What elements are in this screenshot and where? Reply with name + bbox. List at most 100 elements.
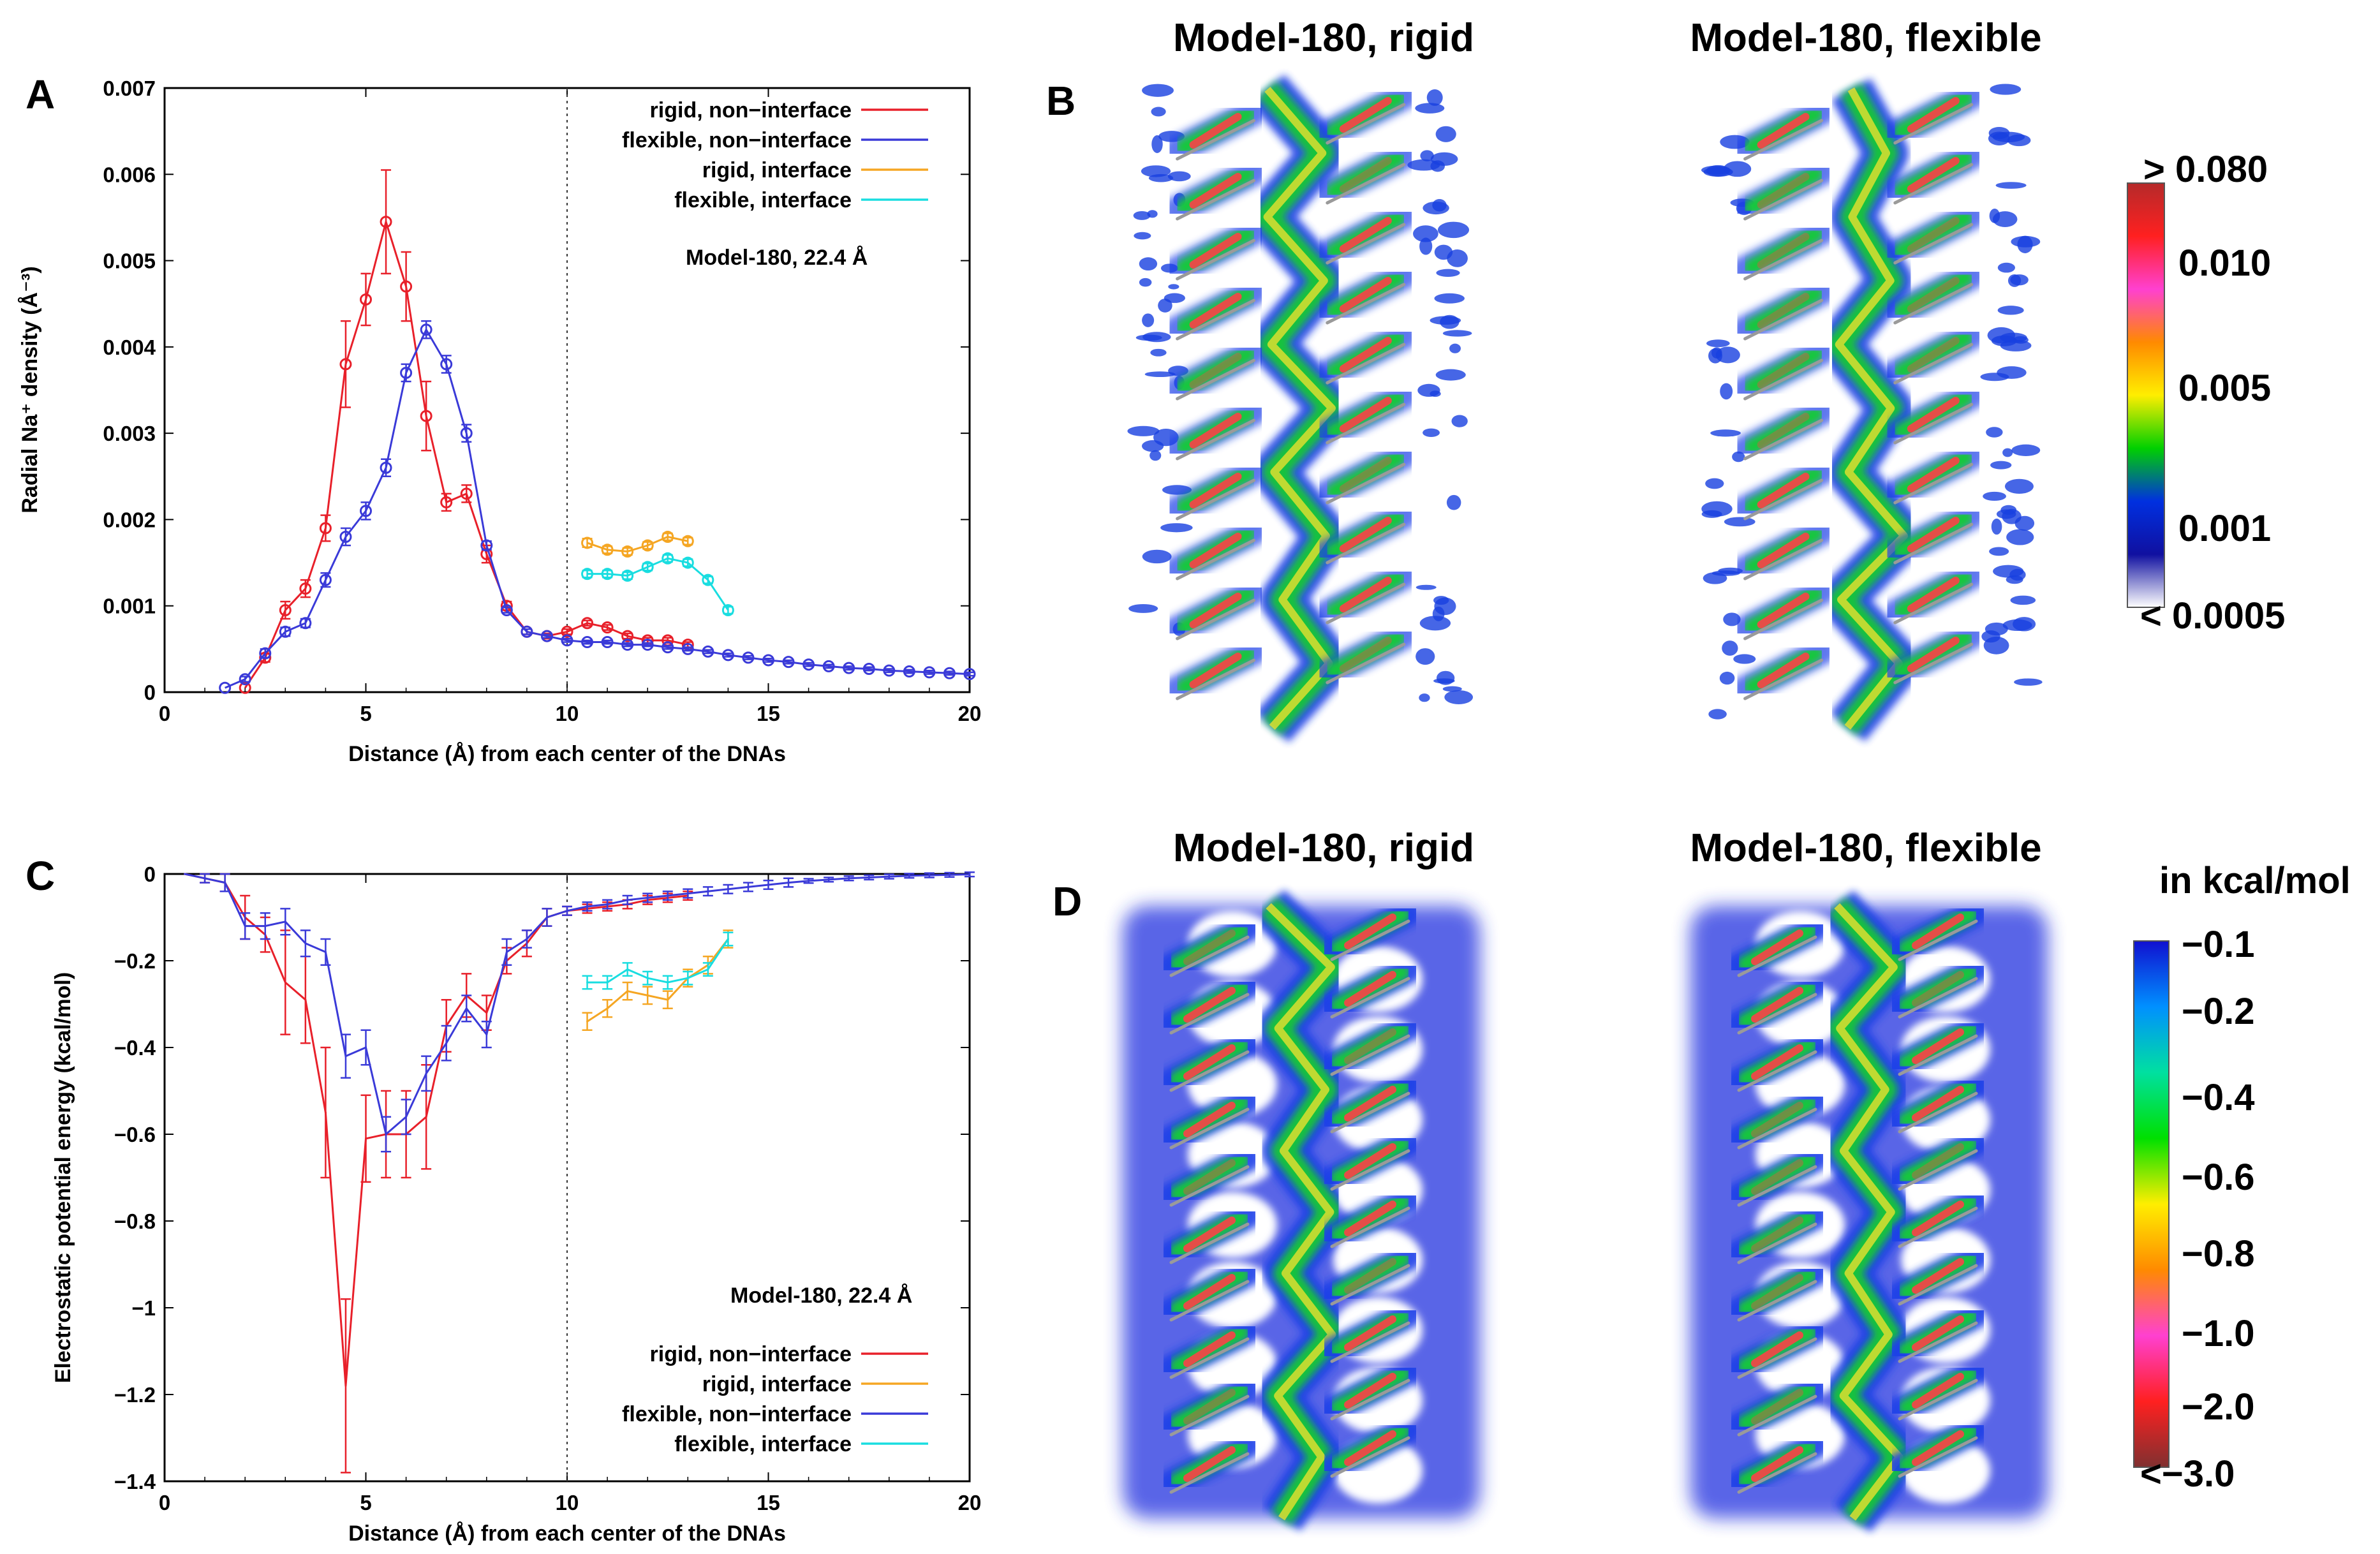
map-fringe	[1434, 244, 1453, 260]
map-dna-rod	[1326, 463, 1406, 505]
map-rod-hotspot	[1339, 337, 1392, 373]
chart-a-point-rigid-interface	[621, 545, 634, 558]
map-rod-hotspot	[1183, 1389, 1236, 1425]
map-fringe	[1149, 450, 1162, 461]
colorbar-d-unit: in kcal/mol	[2159, 860, 2351, 901]
map-rod-hotspot	[1339, 457, 1392, 492]
map-dna-rod	[1743, 239, 1824, 281]
map-dna-rod	[1737, 935, 1817, 977]
map-dna-rod	[1893, 403, 1974, 445]
map-rod-hotspot	[1907, 277, 1960, 313]
map-fringe	[1127, 426, 1160, 436]
chart-a-point-rigid-non-interface	[400, 280, 413, 293]
map-dna-rod	[1326, 522, 1406, 565]
chart-a-point-flexible-non-interface	[903, 665, 915, 678]
map-rod-hotspot	[1751, 1331, 1803, 1367]
colorbar-b-label-2: 0.005	[2178, 367, 2271, 409]
chart-a-annotation: Model-180, 22.4 Å	[686, 246, 868, 270]
map-dna-rod	[1169, 1452, 1250, 1494]
chart-c-point-flexible-non-interface	[646, 896, 649, 899]
map-fringe	[1708, 709, 1727, 720]
map-rod-hotspot	[1189, 653, 1242, 688]
chart-a-ylabel: Radial Na⁺ density (Å⁻³)	[18, 266, 42, 513]
map-rod-hotspot	[1907, 517, 1960, 552]
chart-a-y-tick-label: 0.006	[103, 163, 156, 186]
map-rod-hotspot	[1907, 157, 1960, 193]
map-rod-hotspot	[1912, 1143, 1964, 1179]
colorbar-b-label-0: > 0.080	[2143, 149, 2268, 190]
map-dna-rod	[1330, 1436, 1410, 1478]
chart-a-radial-density: 0 5 10 15 20 0 0.001 0.002 0.003 0.004 0.005 0.006…	[18, 77, 981, 766]
map-spine-core	[1834, 903, 1903, 1521]
chart-c-point-flexible-non-interface	[908, 875, 910, 877]
map-rod-hotspot	[1912, 1086, 1964, 1121]
map-rod-hotspot	[1907, 577, 1960, 612]
map-rod-mid	[1737, 1267, 1817, 1317]
chart-c-point-rigid-interface	[606, 1007, 609, 1010]
map-fringe	[1417, 383, 1440, 397]
chart-a-line-flexible-non-interface	[225, 327, 970, 689]
chart-c-y-tick-label: −0.4	[114, 1036, 156, 1060]
map-dna-rod	[1330, 1206, 1410, 1248]
chart-c-electrostatic-energy: 0 5 10 15 20 0 −0.2 −0.4 −0.6 −0.8 −1 −1.2 −1.4 rig…	[51, 862, 981, 1546]
chart-c-point-flexible-non-interface	[626, 899, 629, 901]
map-fringe	[1142, 84, 1174, 97]
map-rod-hotspot	[1912, 914, 1964, 949]
chart-a-point-rigid-interface	[601, 544, 614, 556]
chart-a-series	[219, 169, 976, 694]
map-rod-hotspot	[1189, 233, 1242, 269]
map-rod-hotspot	[1344, 1373, 1396, 1409]
colorbar-d-label-2: −0.4	[2182, 1077, 2255, 1118]
map-fringe	[1435, 126, 1456, 142]
map-dna-rod	[1737, 1222, 1817, 1264]
chart-a-y-ticks: 0 0.001 0.002 0.003 0.004 0.005 0.006 0.007	[103, 77, 970, 704]
map-rod-hotspot	[1189, 473, 1242, 508]
panel-letter-c: C	[26, 853, 55, 899]
chart-a-point-flexible-non-interface	[319, 574, 332, 586]
chart-c-point-rigid-non-interface	[425, 1116, 427, 1118]
map-rod-hotspot	[1189, 173, 1242, 209]
map-fringe	[1430, 152, 1458, 166]
chart-c-point-rigid-non-interface	[284, 981, 286, 984]
map-dna-rod	[1737, 1050, 1817, 1092]
map-rod-hotspot	[1751, 987, 1803, 1023]
map-spine-core	[1835, 87, 1908, 730]
map-fringe	[1151, 107, 1166, 117]
map-rod-mid	[1743, 286, 1824, 336]
chart-a-point-flexible-non-interface	[883, 664, 896, 677]
map-fringe	[1413, 225, 1438, 242]
chart-a-point-flexible-non-interface	[681, 642, 694, 655]
map-fringe	[2009, 568, 2026, 581]
map-dna-rod	[1898, 1321, 1978, 1363]
chart-c-line-flexible-interface	[587, 938, 729, 984]
chart-a-point-rigid-non-interface	[380, 216, 392, 228]
map-dna-rod	[1326, 403, 1406, 445]
chart-a-point-rigid-interface	[681, 535, 694, 547]
map-dna-rod	[1176, 418, 1256, 461]
chart-c-point-flexible-interface	[686, 977, 689, 979]
chart-a-point-flexible-non-interface	[802, 658, 815, 671]
map-rod-hotspot	[1907, 337, 1960, 373]
chart-a-point-rigid-non-interface	[360, 293, 372, 306]
map-rod-hotspot	[1757, 593, 1810, 628]
map-dna-rod	[1893, 163, 1974, 205]
chart-c-point-flexible-non-interface	[606, 903, 609, 906]
chart-c-point-rigid-non-interface	[365, 1137, 367, 1140]
map-fringe	[1986, 427, 2003, 438]
map-rod-hotspot	[1189, 113, 1242, 149]
map-fringe	[1420, 150, 1434, 161]
map-rod-hotspot	[1183, 1331, 1236, 1367]
colorbar-d-label-1: −0.2	[2182, 991, 2255, 1032]
map-rod-hotspot	[1912, 1258, 1964, 1294]
panel-letter-a: A	[26, 71, 55, 117]
map-fringe	[1134, 232, 1151, 240]
chart-c-legend: rigid, non−interface rigid, interface flex…	[622, 1342, 928, 1456]
map-fringe	[1167, 171, 1191, 182]
chart-a-point-flexible-non-interface	[400, 366, 413, 379]
colorbar-d-label-5: −1.0	[2182, 1313, 2255, 1354]
chart-c-point-flexible-non-interface	[224, 882, 226, 884]
chart-c-point-flexible-interface	[667, 981, 669, 984]
density-map-b-flexible-blobs	[1701, 78, 2043, 741]
map-rod-hotspot	[1344, 971, 1396, 1007]
chart-a-x-tick-label: 5	[360, 702, 371, 725]
